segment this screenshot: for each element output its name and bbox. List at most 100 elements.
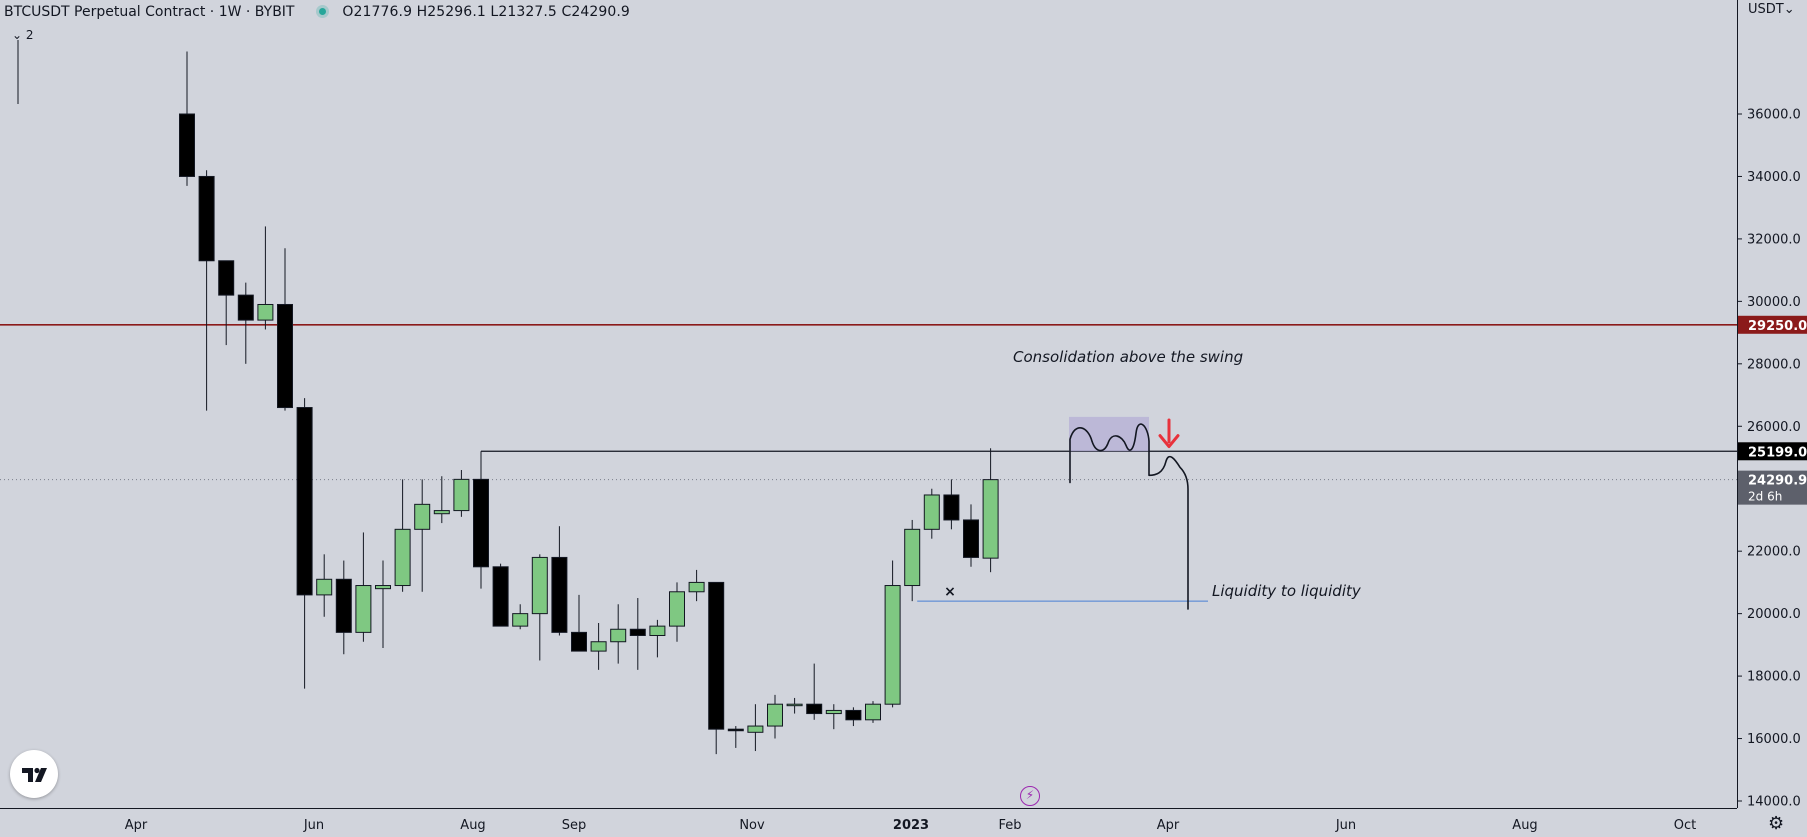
candle: [688, 569, 705, 602]
candle: [963, 504, 979, 567]
x-tick-label: Oct: [1674, 818, 1696, 833]
candle-body: [727, 728, 744, 732]
sell-arrow-head: [1158, 434, 1180, 449]
candle-body: [904, 528, 921, 587]
liquidity-annotation: Liquidity to liquidity: [1212, 582, 1362, 600]
candle-body: [492, 566, 509, 627]
tradingview-logo-icon[interactable]: [10, 750, 58, 798]
indicator-toggle[interactable]: ⌄ 2: [12, 28, 34, 42]
candle: [198, 170, 215, 411]
candle-body: [610, 628, 627, 643]
candle: [257, 226, 274, 330]
candle-body: [433, 510, 450, 515]
x-tick-label: Aug: [1512, 818, 1537, 833]
chart-header: BTCUSDT Perpetual Contract · 1W · BYBIT …: [4, 4, 630, 20]
price-axis-panel: [1737, 0, 1807, 837]
candle-body: [335, 578, 352, 633]
gear-icon[interactable]: ⚙: [1768, 813, 1785, 834]
candle-body: [943, 494, 960, 521]
candle: [433, 476, 450, 524]
y-tick-label: 30000.0: [1747, 295, 1801, 310]
candle-body: [394, 528, 411, 587]
candle: [669, 582, 685, 642]
candle: [649, 619, 666, 658]
lightning-event-icon[interactable]: ⚡: [1020, 786, 1040, 806]
y-tick-label: 14000.0: [1747, 795, 1801, 810]
candle: [296, 398, 313, 689]
candle-body: [198, 175, 215, 262]
candle-body: [590, 641, 607, 652]
candle-body: [375, 585, 391, 590]
consolidation-annotation: Consolidation above the swing: [1013, 348, 1243, 366]
candle: [982, 448, 999, 573]
price-axis-label-text: 24290.9: [1748, 474, 1807, 489]
candle-body: [316, 578, 333, 596]
candle: [453, 469, 470, 517]
candle: [473, 451, 489, 589]
candle: [590, 623, 607, 670]
x-tick-label: Feb: [998, 818, 1021, 833]
candle: [629, 598, 646, 670]
candle-body: [531, 556, 548, 615]
candle: [923, 488, 940, 539]
candle-body: [982, 479, 999, 559]
y-tick-label: 34000.0: [1747, 170, 1801, 185]
candle: [747, 704, 764, 752]
candle-body: [923, 494, 940, 530]
y-tick-label: 32000.0: [1747, 232, 1801, 247]
candle-body: [571, 631, 587, 652]
x-tick-label: Nov: [739, 818, 765, 833]
market-status-dot: [318, 8, 326, 15]
candle: [394, 479, 411, 592]
candle: [218, 260, 235, 346]
price-axis-label-text: 25199.0: [1748, 445, 1807, 460]
candle-body: [767, 703, 783, 727]
candle-body: [865, 703, 881, 721]
candle-body: [551, 556, 568, 633]
price-axis-label-bg: [1738, 470, 1807, 505]
x-tick-label: Apr: [1157, 818, 1180, 833]
candle: [825, 704, 842, 730]
x-tick-label: Jun: [303, 818, 324, 833]
candle-body: [473, 478, 489, 568]
candle-body: [629, 628, 646, 636]
candle-body: [218, 260, 235, 296]
countdown-label: 2d 6h: [1748, 490, 1782, 504]
candle-body: [257, 303, 274, 321]
candle: [237, 282, 254, 364]
candle: [786, 697, 803, 714]
candle-body: [237, 294, 254, 321]
y-tick-label: 20000.0: [1747, 607, 1801, 622]
candle-body: [786, 703, 803, 707]
sell-arrow-icon: [1158, 418, 1180, 449]
projection-path: [1069, 423, 1189, 610]
candle-body: [884, 585, 901, 705]
candle-body: [453, 478, 470, 512]
candle: [414, 479, 431, 592]
candle: [610, 604, 627, 664]
candle: [531, 554, 548, 661]
y-tick-label: 36000.0: [1747, 108, 1801, 123]
candle: [845, 707, 862, 727]
candle: [884, 560, 901, 708]
symbol-title[interactable]: BTCUSDT Perpetual Contract · 1W · BYBIT: [4, 4, 295, 20]
price-axis-label: 29250.0: [1738, 315, 1807, 334]
candle: [943, 479, 960, 530]
candle: [727, 726, 744, 748]
candle-body: [512, 613, 529, 627]
candle: [492, 563, 509, 627]
candle-body: [277, 303, 293, 409]
y-tick-label: 22000.0: [1747, 545, 1801, 560]
candle: [316, 554, 333, 617]
candle: [335, 560, 352, 655]
candle: [179, 51, 195, 186]
x-tick-label: Jun: [1335, 818, 1356, 833]
candle-body: [708, 581, 725, 730]
y-tick-label: 28000.0: [1747, 357, 1801, 372]
candle-body: [296, 407, 313, 596]
currency-selector[interactable]: USDT⌄: [1748, 2, 1795, 17]
candle: [375, 560, 391, 648]
y-tick-label: 16000.0: [1747, 732, 1801, 747]
candle: [767, 694, 783, 739]
